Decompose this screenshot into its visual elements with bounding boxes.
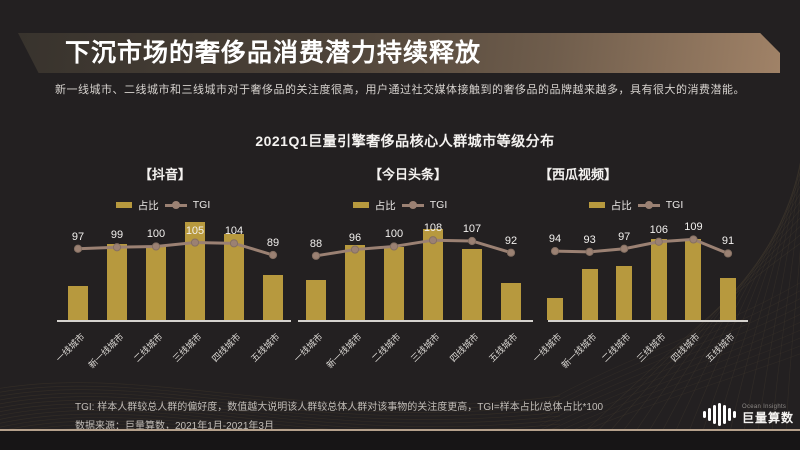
chart-title-1: 【抖音】	[138, 167, 191, 182]
legend-line-label: TGI	[192, 199, 211, 211]
waveform-bar	[713, 404, 716, 424]
bar-五线城市	[720, 278, 736, 320]
legend-bar-label: 占比	[610, 199, 632, 212]
legend-bar-label: 占比	[137, 199, 159, 212]
tgi-value-label: 91	[721, 235, 735, 248]
tgi-value-label: 97	[618, 230, 631, 243]
chart-legend-2: 占比 TGI	[340, 199, 460, 212]
footnote-data-source: 数据来源：巨量算数，2021年1月-2021年3月	[75, 421, 274, 432]
tgi-point	[350, 245, 360, 254]
waveform-bar	[733, 410, 736, 418]
bar-二线城市	[146, 247, 166, 320]
bar-一线城市	[547, 298, 563, 320]
tgi-value-label: 92	[504, 234, 518, 247]
tgi-line-1	[77, 241, 274, 257]
legend-line-label: TGI	[665, 199, 684, 211]
waveform-bar	[718, 402, 721, 426]
bar-四线城市	[462, 249, 482, 320]
bottom-divider	[0, 429, 800, 431]
waveform-bar	[708, 407, 711, 421]
bar-五线城市	[263, 275, 283, 320]
tgi-value-label: 94	[548, 233, 562, 246]
x-axis-baseline-3	[548, 320, 748, 322]
tgi-point	[229, 239, 239, 248]
tgi-point	[689, 235, 698, 244]
tgi-value-label: 89	[266, 237, 280, 250]
legend-line-label: TGI	[429, 199, 448, 211]
legend-bar-swatch	[115, 202, 132, 208]
footnote-tgi-definition: TGI: 样本人群较总人群的偏好度，数值越大说明该人群较总体人群对该事物的关注度…	[75, 402, 604, 413]
tgi-point	[550, 247, 560, 256]
bar-一线城市	[68, 286, 88, 320]
chart-title-3: 【西瓜视频】	[538, 167, 617, 182]
tgi-value-label: 106	[649, 223, 668, 236]
bar-新一线城市	[107, 244, 127, 320]
bar-三线城市	[423, 229, 443, 320]
section-title: 2021Q1巨量引擎奢侈品核心人群城市等级分布	[255, 133, 555, 149]
tgi-value-label: 93	[583, 233, 596, 246]
tgi-point	[311, 251, 321, 260]
tgi-point	[654, 237, 663, 246]
legend-line-icon	[164, 201, 187, 209]
legend-bar-swatch	[588, 202, 605, 208]
legend-bar-swatch	[352, 202, 369, 208]
tgi-value-label: 100	[146, 228, 166, 241]
tgi-value-label: 109	[684, 221, 703, 234]
tgi-value-label: 104	[224, 225, 244, 238]
bar-二线城市	[616, 266, 633, 320]
title-banner: 下沉市场的奢侈品消费潜力持续释放	[18, 33, 780, 73]
tgi-point	[151, 242, 161, 251]
legend-line-icon	[637, 201, 660, 209]
tgi-value-label: 108	[423, 222, 443, 235]
bar-三线城市	[185, 222, 205, 320]
bar-二线城市	[384, 247, 404, 320]
brand-logo: Ocean Insights 巨量算数	[703, 401, 794, 427]
tgi-point	[190, 238, 200, 247]
tgi-value-label: 105	[185, 224, 205, 237]
waveform-bar	[723, 404, 726, 424]
tgi-point	[723, 249, 733, 258]
chart-title-2: 【今日头条】	[368, 167, 447, 182]
logo-brand-cn: 巨量算数	[742, 411, 795, 425]
page-title: 下沉市场的奢侈品消费潜力持续释放	[65, 39, 482, 67]
page-subtitle: 新一线城市、二线城市和三线城市对于奢侈品的关注度很高，用户通过社交媒体接触到的奢…	[55, 84, 745, 96]
legend-line-icon	[401, 201, 424, 209]
tgi-value-label: 99	[110, 229, 124, 242]
bar-三线城市	[650, 239, 667, 320]
tgi-point	[467, 236, 477, 246]
tgi-point	[268, 250, 278, 260]
bar-四线城市	[685, 239, 702, 320]
tgi-value-label: 100	[384, 228, 404, 241]
bar-新一线城市	[581, 269, 598, 320]
tgi-point	[506, 248, 516, 257]
tgi-point	[73, 244, 83, 253]
bar-新一线城市	[345, 245, 365, 320]
tgi-point	[389, 242, 399, 251]
tgi-value-label: 96	[348, 231, 362, 244]
waveform-bar	[703, 410, 706, 418]
tgi-value-label: 107	[462, 222, 482, 235]
tgi-value-label: 97	[71, 230, 85, 243]
tgi-line-3	[554, 237, 729, 255]
tgi-line-2	[315, 238, 512, 258]
tgi-point	[428, 236, 438, 245]
waveform-bar	[728, 407, 731, 421]
bar-四线城市	[224, 234, 244, 320]
x-axis-baseline-2	[298, 320, 533, 322]
footer-band	[0, 431, 800, 450]
tgi-value-label: 88	[309, 237, 323, 250]
tgi-point	[112, 243, 122, 252]
tgi-point	[585, 247, 594, 256]
bar-一线城市	[306, 280, 326, 320]
chart-legend-1: 占比 TGI	[103, 199, 223, 212]
x-axis-baseline-1	[57, 320, 291, 322]
waveform-logo-icon	[703, 401, 736, 427]
chart-legend-3: 占比 TGI	[576, 199, 696, 212]
logo-brand-en: Ocean Insights	[742, 404, 787, 410]
tgi-point	[620, 244, 629, 253]
legend-bar-label: 占比	[374, 199, 396, 212]
bar-五线城市	[501, 283, 521, 320]
